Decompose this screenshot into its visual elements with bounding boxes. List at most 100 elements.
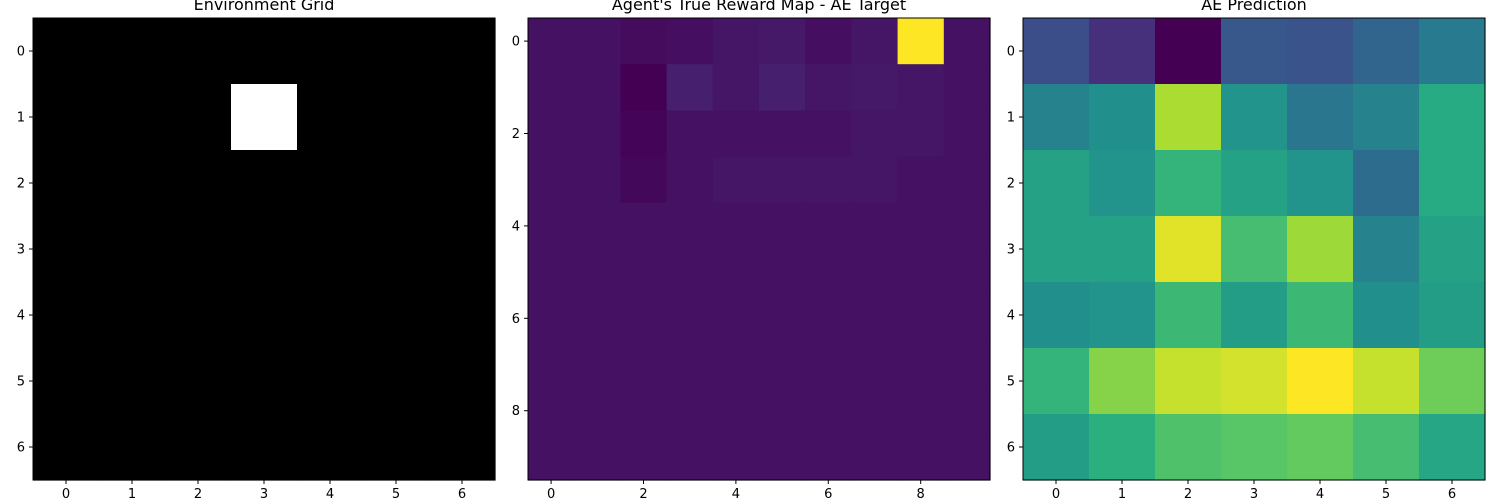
pred-cell-r1-c6 xyxy=(1419,84,1486,151)
env-cell-r4-c1 xyxy=(99,282,166,349)
reward-cell-r9-c5 xyxy=(759,433,806,481)
env-cell-r5-c3 xyxy=(231,348,298,415)
env-ytick-label-2: 2 xyxy=(17,177,25,192)
env-cell-r2-c3 xyxy=(231,150,298,217)
reward-cell-r5-c4 xyxy=(712,249,760,296)
env-cell-r6-c1 xyxy=(99,414,166,481)
env-cell-r5-c6 xyxy=(429,348,496,415)
reward-cell-r9-c1 xyxy=(574,433,621,481)
pred-cell-r4-c2 xyxy=(1155,282,1222,349)
reward-cell-r4-c3 xyxy=(666,202,714,250)
reward-cell-r4-c4 xyxy=(712,202,760,250)
reward-cell-r5-c6 xyxy=(805,249,852,296)
reward-cell-r4-c5 xyxy=(759,202,806,250)
reward-cell-r8-c4 xyxy=(712,387,760,435)
env-cell-r5-c2 xyxy=(165,348,232,415)
environment-grid-panel: 0 1 2 3 4 5 6 0 1 2 3 4 5 6 Environment Grid xyxy=(17,0,496,500)
env-cell-r2-c2 xyxy=(165,150,232,217)
env-cell-r1-c6 xyxy=(429,84,496,151)
env-cell-r1-c3 xyxy=(231,84,298,151)
reward-cell-r5-c7 xyxy=(851,249,899,296)
pred-cell-r2-c2 xyxy=(1155,150,1222,217)
env-cell-r3-c4 xyxy=(297,216,364,283)
pred-xtick-label-1: 1 xyxy=(1118,487,1126,500)
reward-cell-r2-c4 xyxy=(712,110,760,158)
env-cell-r3-c5 xyxy=(363,216,430,283)
env-cell-r1-c0 xyxy=(33,84,100,151)
env-cell-r3-c3 xyxy=(231,216,298,283)
env-cell-r4-c6 xyxy=(429,282,496,349)
reward-cell-r9-c7 xyxy=(851,433,899,481)
reward-cell-r3-c4 xyxy=(712,156,760,204)
env-cell-r3-c0 xyxy=(33,216,100,283)
reward-cell-r1-c9 xyxy=(943,64,991,111)
reward-cell-r1-c8 xyxy=(897,64,945,111)
pred-cell-r0-c5 xyxy=(1353,18,1420,85)
pred-cell-r5-c5 xyxy=(1353,348,1420,415)
reward-cell-r2-c2 xyxy=(620,110,668,158)
env-xtick-label-2: 2 xyxy=(194,487,202,500)
pred-xtick-label-5: 5 xyxy=(1382,487,1390,500)
env-cell-r2-c4 xyxy=(297,150,364,217)
env-cell-r4-c2 xyxy=(165,282,232,349)
pred-ytick-label-5: 5 xyxy=(1007,375,1015,390)
reward-xtick-label-2: 2 xyxy=(639,487,647,500)
reward-xtick-label-0: 0 xyxy=(547,487,555,500)
ae-prediction-panel: 0 1 2 3 4 5 6 0 1 2 3 4 5 6 AE Prediction xyxy=(1007,0,1486,500)
reward-map-title: Agent's True Reward Map - AE Target xyxy=(612,0,906,14)
reward-cell-r7-c4 xyxy=(712,341,760,389)
reward-cell-r8-c0 xyxy=(528,387,575,435)
reward-cell-r8-c2 xyxy=(620,387,668,435)
reward-xtick-label-4: 4 xyxy=(732,487,740,500)
reward-cell-r4-c2 xyxy=(620,202,668,250)
pred-cell-r4-c6 xyxy=(1419,282,1486,349)
pred-cell-r6-c0 xyxy=(1023,414,1090,481)
pred-ytick-label-6: 6 xyxy=(1007,441,1015,456)
env-cell-r4-c3 xyxy=(231,282,298,349)
pred-cell-r2-c0 xyxy=(1023,150,1090,217)
reward-cell-r9-c0 xyxy=(528,433,575,481)
reward-cell-r4-c6 xyxy=(805,202,852,250)
reward-cell-r6-c6 xyxy=(805,295,852,342)
pred-cell-r1-c0 xyxy=(1023,84,1090,151)
env-ytick-label-0: 0 xyxy=(17,45,25,60)
reward-map-panel: 0 2 4 6 8 0 2 4 6 8 Agent's True Reward Map - AE T… xyxy=(512,0,991,500)
env-cell-r6-c4 xyxy=(297,414,364,481)
pred-cell-r3-c6 xyxy=(1419,216,1486,283)
reward-cell-r6-c1 xyxy=(574,295,621,342)
env-cell-r4-c5 xyxy=(363,282,430,349)
reward-ytick-label-8: 8 xyxy=(512,404,520,419)
env-xtick-label-3: 3 xyxy=(260,487,268,500)
reward-cell-r8-c3 xyxy=(666,387,714,435)
env-cell-r4-c0 xyxy=(33,282,100,349)
env-cell-r0-c5 xyxy=(363,18,430,85)
reward-cell-r2-c7 xyxy=(851,110,899,158)
pred-cell-r5-c1 xyxy=(1089,348,1156,415)
pred-cell-r5-c6 xyxy=(1419,348,1486,415)
env-cell-r1-c2 xyxy=(165,84,232,151)
reward-cell-r5-c8 xyxy=(897,249,945,296)
pred-cell-r0-c4 xyxy=(1287,18,1354,85)
env-cell-r1-c4 xyxy=(297,84,364,151)
reward-cell-r7-c2 xyxy=(620,341,668,389)
pred-cell-r5-c4 xyxy=(1287,348,1354,415)
pred-cell-r2-c4 xyxy=(1287,150,1354,217)
pred-cell-r3-c0 xyxy=(1023,216,1090,283)
pred-cell-r2-c6 xyxy=(1419,150,1486,217)
pred-cell-r0-c6 xyxy=(1419,18,1486,85)
env-xtick-label-1: 1 xyxy=(128,487,136,500)
reward-cell-r8-c7 xyxy=(851,387,899,435)
env-cell-r0-c1 xyxy=(99,18,166,85)
reward-cell-r2-c1 xyxy=(574,110,621,158)
reward-cell-r0-c8 xyxy=(897,18,945,65)
env-cell-r5-c4 xyxy=(297,348,364,415)
pred-cell-r0-c0 xyxy=(1023,18,1090,85)
env-cell-r3-c6 xyxy=(429,216,496,283)
reward-cell-r0-c5 xyxy=(759,18,806,65)
env-ytick-label-4: 4 xyxy=(17,309,25,324)
reward-cell-r3-c9 xyxy=(943,156,991,204)
reward-cell-r2-c9 xyxy=(943,110,991,158)
reward-cell-r9-c2 xyxy=(620,433,668,481)
reward-cell-r7-c5 xyxy=(759,341,806,389)
reward-cell-r7-c7 xyxy=(851,341,899,389)
